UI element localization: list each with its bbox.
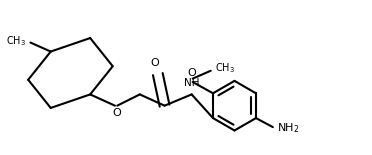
Text: NH$_2$: NH$_2$ — [278, 121, 300, 135]
Text: O: O — [187, 67, 196, 78]
Text: O: O — [150, 58, 159, 69]
Text: O: O — [113, 108, 122, 118]
Text: CH$_3$: CH$_3$ — [6, 35, 26, 48]
Text: NH: NH — [184, 78, 199, 88]
Text: CH$_3$: CH$_3$ — [215, 62, 235, 75]
